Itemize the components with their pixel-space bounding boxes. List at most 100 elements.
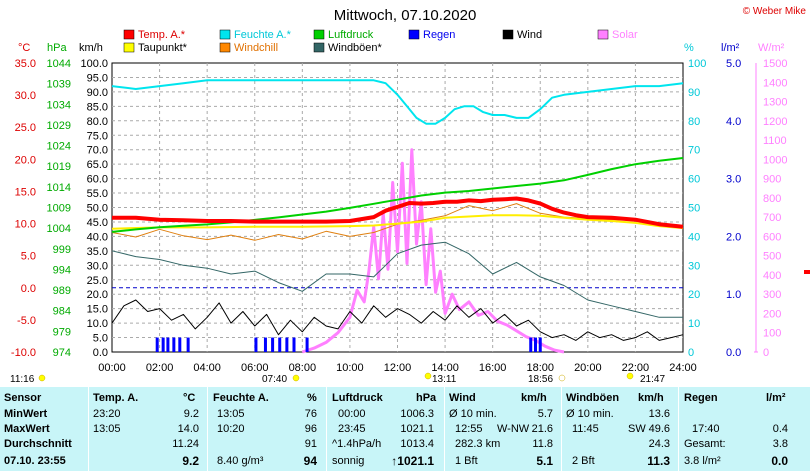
rain-total: 3.8	[772, 438, 788, 450]
legend-swatch	[219, 29, 231, 40]
pct-tick-label: 10	[688, 318, 700, 330]
legend-swatch	[313, 29, 325, 40]
hpa-tick-label: 1024	[47, 141, 71, 153]
sun-marker-label: 11:16	[10, 374, 35, 385]
temp-min-time: 23:20	[93, 408, 121, 420]
hum-header: Feuchte A.	[213, 392, 269, 404]
hpa-tick-label: 1014	[47, 182, 71, 194]
kmh-tick-label: 65.0	[87, 159, 108, 171]
col-pressure: Luftdruck hPa 00:00 23:45 ^1.4hPa/h sonn…	[332, 387, 442, 471]
pct-tick-label: 100	[688, 58, 706, 70]
temp-current: 9.2	[182, 454, 199, 468]
solar-tick-label: 600	[763, 231, 781, 243]
solar-tick-label: 200	[763, 308, 781, 320]
x-tick-label: 20:00	[574, 362, 602, 374]
kmh-tick-label: 25.0	[87, 275, 108, 287]
kmh-tick-label: 30.0	[87, 260, 108, 272]
wind-line	[111, 299, 684, 341]
rain-bar	[161, 337, 165, 352]
rain-bar	[305, 337, 309, 352]
rain-bar	[155, 337, 159, 352]
hpa-tick-label: 1044	[47, 58, 71, 70]
rain-bar	[285, 337, 289, 352]
press-max: 1021.1	[400, 423, 434, 435]
rain-bar	[271, 337, 275, 352]
hpa-tick-label: 994	[53, 264, 71, 276]
legend-label: Taupunkt*	[138, 42, 188, 54]
sun-marker-label: 13:11	[432, 374, 457, 385]
legend-swatch	[123, 29, 135, 40]
sun-marker-label: 18:56	[528, 374, 553, 385]
sun-marker-label: 21:47	[640, 374, 665, 385]
solar-tick-label: 1000	[763, 154, 787, 166]
sun-icon	[558, 374, 566, 382]
temp-tick-label: 25.0	[15, 122, 36, 134]
hpa-tick-label: 974	[53, 347, 71, 359]
col-wind: Wind km/h Ø 10 min. 12:55 282.3 km 1 Bft…	[449, 387, 559, 471]
solar-tick-label: 800	[763, 193, 781, 205]
stats-table: Sensor MinWert MaxWert Durchschnitt 07.1…	[0, 387, 810, 471]
gust-min: 13.6	[648, 408, 670, 420]
pct-tick-label: 90	[688, 87, 700, 99]
dewpoint-line	[111, 214, 684, 230]
sun-icon	[38, 374, 46, 382]
copyright-label: © Weber Mike	[743, 6, 807, 17]
kmh-tick-label: 15.0	[87, 304, 108, 316]
solar-tick-label: 1100	[763, 135, 787, 147]
solar-tick-label: 1300	[763, 97, 787, 109]
rain-max: 0.4	[772, 423, 788, 435]
temp-unit-label: °C	[18, 42, 30, 54]
temp-tick-label: -5.0	[17, 315, 36, 327]
legend-label: Windböen*	[328, 42, 383, 54]
gust-unit: km/h	[638, 392, 664, 404]
sensor-row-current: 07.10. 23:55	[4, 455, 66, 467]
wind-avg: 11.8	[532, 438, 553, 450]
temp-tick-label: -10.0	[11, 347, 36, 359]
hpa-tick-label: 1039	[47, 79, 71, 91]
rain-bar	[533, 337, 537, 352]
press-trend: ^1.4hPa/h	[332, 438, 382, 450]
hpa-unit-label: hPa	[47, 42, 67, 54]
col-humidity: Feuchte A. % 13:05 10:20 8.40 g/m³ 76 96…	[213, 387, 323, 471]
legend-swatch	[597, 29, 609, 40]
solar-unit-label: W/m²	[758, 42, 785, 54]
kmh-tick-label: 10.0	[87, 318, 108, 330]
wind-max-time: 12:55	[455, 423, 483, 435]
pct-tick-label: 30	[688, 260, 700, 272]
temp-max-time: 13:05	[93, 423, 121, 435]
temp-header: Temp. A.	[93, 392, 139, 404]
x-tick-label: 04:00	[193, 362, 221, 374]
kmh-tick-label: 45.0	[87, 217, 108, 229]
wind-distance: 282.3 km	[455, 438, 501, 450]
gust-max: 49.6	[648, 423, 670, 435]
hum-max-time: 10:20	[217, 423, 245, 435]
sun-icon	[626, 372, 634, 380]
chart-title: Mittwoch, 07.10.2020	[334, 7, 477, 24]
hpa-tick-label: 999	[53, 244, 71, 256]
legend-label: Solar	[612, 29, 638, 41]
temp-tick-label: 30.0	[15, 90, 36, 102]
rain-max-time: 17:40	[692, 423, 720, 435]
sun-icon	[424, 372, 432, 380]
wind-min: 5.7	[537, 408, 553, 420]
temperature-line	[112, 196, 684, 229]
gust-max-dir: SW	[628, 423, 646, 435]
press-min-time: 00:00	[338, 408, 366, 420]
temp-tick-label: 0.0	[21, 283, 36, 295]
pct-tick-label: 20	[688, 289, 700, 301]
rain-bar	[178, 337, 182, 352]
gust-max-time: 11:45	[572, 423, 599, 435]
kmh-tick-label: 80.0	[87, 116, 108, 128]
rain-bar	[529, 337, 533, 352]
temp-tick-label: 15.0	[15, 186, 36, 198]
temp-tick-label: 20.0	[15, 154, 36, 166]
rain-header: Regen	[684, 392, 718, 404]
hpa-tick-label: 979	[53, 326, 71, 338]
temp-unit: °C	[183, 392, 196, 404]
wind-max: 21.6	[531, 423, 553, 435]
press-avg: 1013.4	[400, 438, 434, 450]
rain-bar	[278, 337, 282, 352]
solar-tick-label: 1200	[763, 116, 787, 128]
sensor-row-avg: Durchschnitt	[4, 438, 72, 450]
x-tick-label: 00:00	[98, 362, 126, 374]
